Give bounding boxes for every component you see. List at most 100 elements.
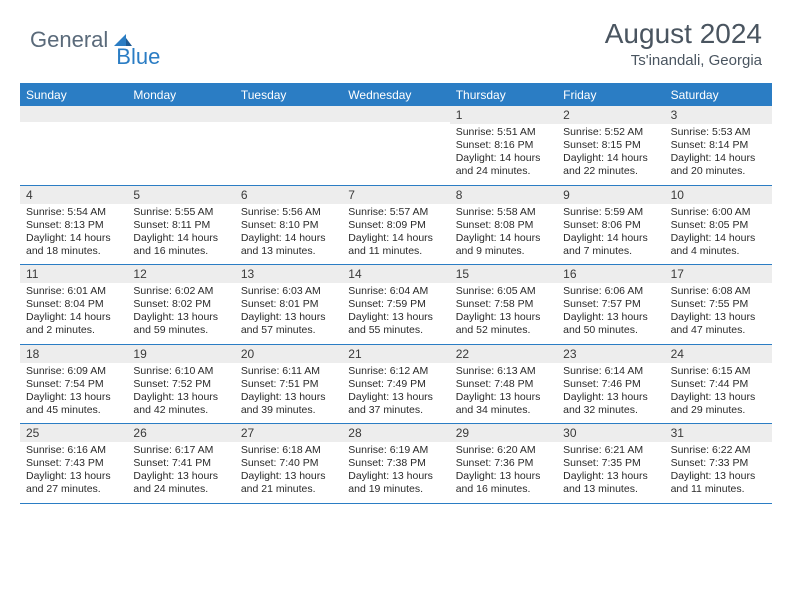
sunset-text: Sunset: 8:11 PM bbox=[133, 219, 228, 232]
day-number: 29 bbox=[450, 424, 557, 442]
day-cell: 10Sunrise: 6:00 AMSunset: 8:05 PMDayligh… bbox=[665, 186, 772, 265]
sunrise-text: Sunrise: 6:03 AM bbox=[241, 285, 336, 298]
day-cell bbox=[342, 106, 449, 185]
day-cell: 9Sunrise: 5:59 AMSunset: 8:06 PMDaylight… bbox=[557, 186, 664, 265]
daylight-text: Daylight: 13 hours and 19 minutes. bbox=[348, 470, 443, 496]
day-number: 15 bbox=[450, 265, 557, 283]
day-number: 25 bbox=[20, 424, 127, 442]
sunrise-text: Sunrise: 6:04 AM bbox=[348, 285, 443, 298]
day-body bbox=[20, 122, 127, 180]
day-cell: 7Sunrise: 5:57 AMSunset: 8:09 PMDaylight… bbox=[342, 186, 449, 265]
daylight-text: Daylight: 13 hours and 24 minutes. bbox=[133, 470, 228, 496]
sunrise-text: Sunrise: 6:06 AM bbox=[563, 285, 658, 298]
sunrise-text: Sunrise: 6:01 AM bbox=[26, 285, 121, 298]
sunrise-text: Sunrise: 6:00 AM bbox=[671, 206, 766, 219]
week-row: 18Sunrise: 6:09 AMSunset: 7:54 PMDayligh… bbox=[20, 345, 772, 425]
sunrise-text: Sunrise: 6:16 AM bbox=[26, 444, 121, 457]
sunset-text: Sunset: 8:13 PM bbox=[26, 219, 121, 232]
day-number: 31 bbox=[665, 424, 772, 442]
daylight-text: Daylight: 13 hours and 27 minutes. bbox=[26, 470, 121, 496]
day-cell: 12Sunrise: 6:02 AMSunset: 8:02 PMDayligh… bbox=[127, 265, 234, 344]
day-body: Sunrise: 6:14 AMSunset: 7:46 PMDaylight:… bbox=[557, 363, 664, 424]
daylight-text: Daylight: 14 hours and 9 minutes. bbox=[456, 232, 551, 258]
daylight-text: Daylight: 14 hours and 16 minutes. bbox=[133, 232, 228, 258]
dow-wednesday: Wednesday bbox=[342, 84, 449, 106]
daylight-text: Daylight: 14 hours and 18 minutes. bbox=[26, 232, 121, 258]
day-number: 11 bbox=[20, 265, 127, 283]
day-cell: 23Sunrise: 6:14 AMSunset: 7:46 PMDayligh… bbox=[557, 345, 664, 424]
sunrise-text: Sunrise: 6:22 AM bbox=[671, 444, 766, 457]
sunrise-text: Sunrise: 5:54 AM bbox=[26, 206, 121, 219]
sunset-text: Sunset: 8:14 PM bbox=[671, 139, 766, 152]
day-body: Sunrise: 5:55 AMSunset: 8:11 PMDaylight:… bbox=[127, 204, 234, 265]
day-number: 24 bbox=[665, 345, 772, 363]
day-body: Sunrise: 6:08 AMSunset: 7:55 PMDaylight:… bbox=[665, 283, 772, 344]
day-body bbox=[235, 122, 342, 180]
sunset-text: Sunset: 7:43 PM bbox=[26, 457, 121, 470]
day-body: Sunrise: 5:51 AMSunset: 8:16 PMDaylight:… bbox=[450, 124, 557, 185]
sunrise-text: Sunrise: 5:57 AM bbox=[348, 206, 443, 219]
day-body: Sunrise: 5:58 AMSunset: 8:08 PMDaylight:… bbox=[450, 204, 557, 265]
daylight-text: Daylight: 14 hours and 22 minutes. bbox=[563, 152, 658, 178]
day-body: Sunrise: 6:00 AMSunset: 8:05 PMDaylight:… bbox=[665, 204, 772, 265]
sunrise-text: Sunrise: 6:02 AM bbox=[133, 285, 228, 298]
daylight-text: Daylight: 13 hours and 21 minutes. bbox=[241, 470, 336, 496]
day-body: Sunrise: 6:18 AMSunset: 7:40 PMDaylight:… bbox=[235, 442, 342, 503]
sunset-text: Sunset: 7:41 PM bbox=[133, 457, 228, 470]
sunset-text: Sunset: 7:33 PM bbox=[671, 457, 766, 470]
dow-row: Sunday Monday Tuesday Wednesday Thursday… bbox=[20, 84, 772, 106]
calendar: Sunday Monday Tuesday Wednesday Thursday… bbox=[20, 83, 772, 504]
daylight-text: Daylight: 14 hours and 13 minutes. bbox=[241, 232, 336, 258]
header: General Blue August 2024 Ts'inandali, Ge… bbox=[0, 0, 792, 77]
daylight-text: Daylight: 13 hours and 50 minutes. bbox=[563, 311, 658, 337]
sunrise-text: Sunrise: 6:10 AM bbox=[133, 365, 228, 378]
day-cell: 25Sunrise: 6:16 AMSunset: 7:43 PMDayligh… bbox=[20, 424, 127, 503]
sunset-text: Sunset: 8:10 PM bbox=[241, 219, 336, 232]
day-number: 13 bbox=[235, 265, 342, 283]
logo: General Blue bbox=[30, 18, 160, 62]
day-body: Sunrise: 6:01 AMSunset: 8:04 PMDaylight:… bbox=[20, 283, 127, 344]
sunrise-text: Sunrise: 5:56 AM bbox=[241, 206, 336, 219]
day-number: 7 bbox=[342, 186, 449, 204]
sunrise-text: Sunrise: 6:21 AM bbox=[563, 444, 658, 457]
daylight-text: Daylight: 13 hours and 37 minutes. bbox=[348, 391, 443, 417]
sunset-text: Sunset: 7:40 PM bbox=[241, 457, 336, 470]
day-number: 27 bbox=[235, 424, 342, 442]
day-number: 16 bbox=[557, 265, 664, 283]
sunrise-text: Sunrise: 6:11 AM bbox=[241, 365, 336, 378]
day-number: 5 bbox=[127, 186, 234, 204]
day-number: 21 bbox=[342, 345, 449, 363]
day-number: 22 bbox=[450, 345, 557, 363]
daylight-text: Daylight: 14 hours and 2 minutes. bbox=[26, 311, 121, 337]
dow-monday: Monday bbox=[127, 84, 234, 106]
day-body: Sunrise: 5:57 AMSunset: 8:09 PMDaylight:… bbox=[342, 204, 449, 265]
sunset-text: Sunset: 7:44 PM bbox=[671, 378, 766, 391]
day-number: 12 bbox=[127, 265, 234, 283]
day-cell: 11Sunrise: 6:01 AMSunset: 8:04 PMDayligh… bbox=[20, 265, 127, 344]
sunset-text: Sunset: 7:36 PM bbox=[456, 457, 551, 470]
daylight-text: Daylight: 13 hours and 42 minutes. bbox=[133, 391, 228, 417]
day-cell bbox=[20, 106, 127, 185]
sunset-text: Sunset: 8:02 PM bbox=[133, 298, 228, 311]
dow-sunday: Sunday bbox=[20, 84, 127, 106]
day-body: Sunrise: 6:19 AMSunset: 7:38 PMDaylight:… bbox=[342, 442, 449, 503]
day-number: 18 bbox=[20, 345, 127, 363]
sunrise-text: Sunrise: 5:58 AM bbox=[456, 206, 551, 219]
day-number: 14 bbox=[342, 265, 449, 283]
sunrise-text: Sunrise: 6:17 AM bbox=[133, 444, 228, 457]
daylight-text: Daylight: 13 hours and 45 minutes. bbox=[26, 391, 121, 417]
daylight-text: Daylight: 13 hours and 16 minutes. bbox=[456, 470, 551, 496]
day-body: Sunrise: 6:16 AMSunset: 7:43 PMDaylight:… bbox=[20, 442, 127, 503]
day-number: 26 bbox=[127, 424, 234, 442]
sunset-text: Sunset: 8:04 PM bbox=[26, 298, 121, 311]
day-body: Sunrise: 6:05 AMSunset: 7:58 PMDaylight:… bbox=[450, 283, 557, 344]
day-cell bbox=[127, 106, 234, 185]
day-number: 6 bbox=[235, 186, 342, 204]
logo-text-blue: Blue bbox=[116, 44, 160, 70]
day-cell: 2Sunrise: 5:52 AMSunset: 8:15 PMDaylight… bbox=[557, 106, 664, 185]
week-row: 11Sunrise: 6:01 AMSunset: 8:04 PMDayligh… bbox=[20, 265, 772, 345]
day-body: Sunrise: 5:56 AMSunset: 8:10 PMDaylight:… bbox=[235, 204, 342, 265]
day-body: Sunrise: 6:21 AMSunset: 7:35 PMDaylight:… bbox=[557, 442, 664, 503]
day-cell: 20Sunrise: 6:11 AMSunset: 7:51 PMDayligh… bbox=[235, 345, 342, 424]
daylight-text: Daylight: 13 hours and 39 minutes. bbox=[241, 391, 336, 417]
